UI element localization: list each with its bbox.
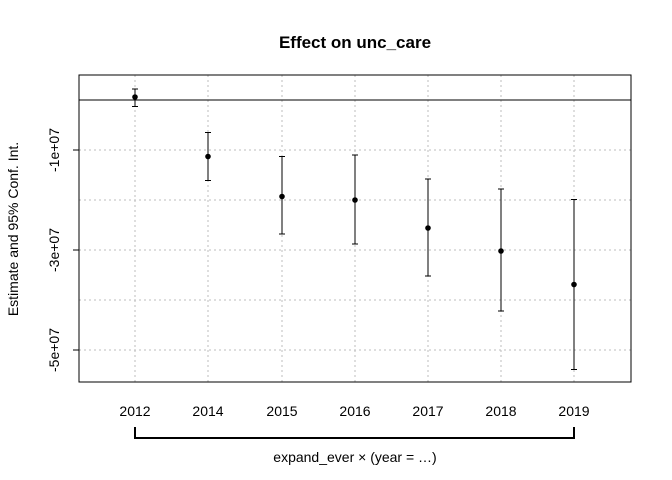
estimate-point-2017 [425, 225, 431, 231]
estimate-point-2019 [571, 281, 577, 288]
x-tick-label-2016: 2016 [339, 403, 370, 419]
x-tick-label-2019: 2019 [558, 403, 589, 419]
x-tick-label-2012: 2012 [119, 403, 150, 419]
y-tick-marks [73, 149, 79, 351]
y-tick-label: -1e+07 [46, 128, 62, 172]
y-tick-label: -3e+07 [46, 228, 62, 272]
x-group-bracket [134, 427, 575, 439]
plot-frame [78, 74, 632, 383]
estimate-point-2012 [132, 94, 138, 100]
estimate-point-2018 [498, 248, 504, 254]
estimates-and-intervals [132, 88, 577, 370]
y-tick-labels: -1e+07 -3e+07 -5e+07 [46, 128, 62, 372]
x-tick-label-2014: 2014 [192, 403, 223, 419]
x-tick-label-2015: 2015 [266, 403, 297, 419]
estimate-point-2015 [279, 193, 285, 200]
x-tick-label-2017: 2017 [412, 403, 443, 419]
y-tick-label: -5e+07 [46, 328, 62, 372]
chart-title: Effect on unc_care [279, 33, 431, 52]
estimate-point-2016 [352, 197, 358, 203]
estimate-point-2014 [205, 153, 211, 160]
horizontal-gridlines [79, 149, 631, 351]
x-tick-label-2018: 2018 [485, 403, 516, 419]
x-tick-labels: 2012 2014 2015 2016 2017 2018 2019 [119, 403, 589, 419]
x-axis-label: expand_ever × (year = …) [273, 449, 436, 465]
y-axis-label: Estimate and 95% Conf. Int. [5, 142, 21, 316]
